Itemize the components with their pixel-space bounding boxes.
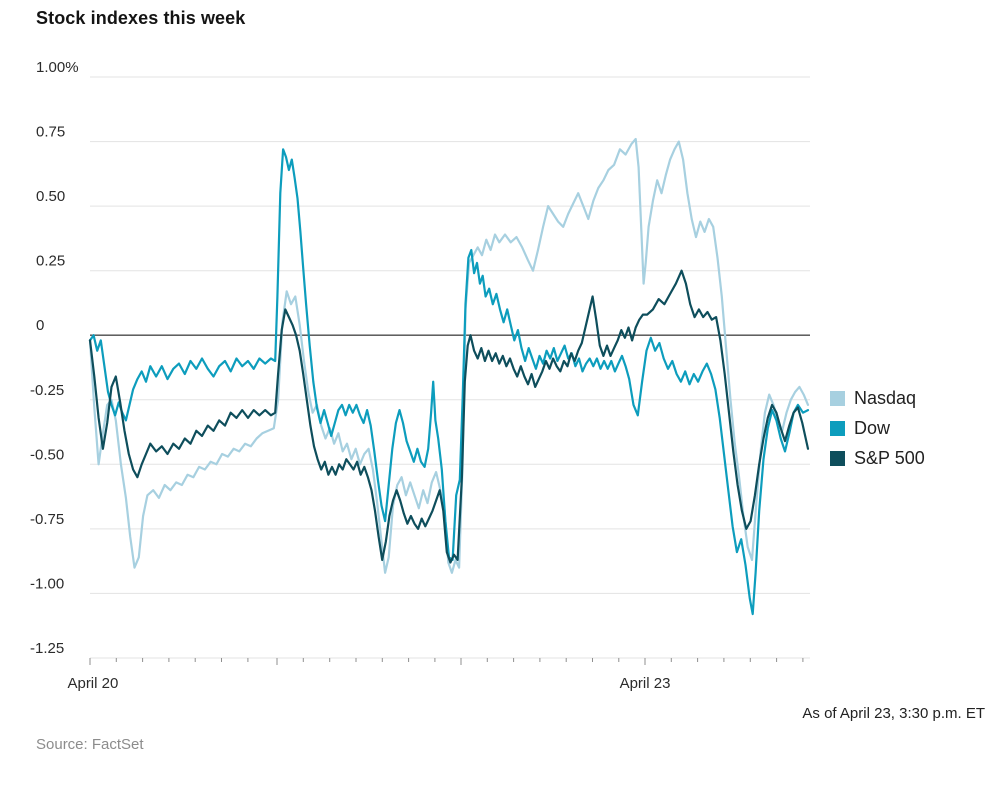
legend-label-nasdaq: Nasdaq — [854, 388, 917, 408]
svg-text:April 23: April 23 — [620, 675, 671, 692]
chart-title: Stock indexes this week — [36, 8, 246, 28]
legend-item-sp500: S&P 500 — [830, 449, 925, 467]
dow-swatch-icon — [830, 420, 845, 436]
source-attribution: Source: FactSet — [36, 736, 144, 753]
svg-text:0.50: 0.50 — [36, 188, 65, 205]
svg-text:-0.50: -0.50 — [30, 446, 64, 463]
svg-text:-0.25: -0.25 — [30, 382, 64, 399]
legend-label-dow: Dow — [854, 418, 891, 438]
svg-text:-0.75: -0.75 — [30, 511, 64, 528]
legend-label-sp500: S&P 500 — [854, 448, 925, 468]
svg-text:0.75: 0.75 — [36, 124, 65, 141]
legend: Nasdaq Dow S&P 500 — [830, 389, 925, 467]
as-of-timestamp: As of April 23, 3:30 p.m. ET — [802, 705, 985, 722]
legend-item-dow: Dow — [830, 419, 925, 437]
svg-text:0.25: 0.25 — [36, 253, 65, 270]
svg-text:0: 0 — [36, 317, 44, 334]
svg-text:-1.25: -1.25 — [30, 640, 64, 657]
legend-item-nasdaq: Nasdaq — [830, 389, 925, 407]
svg-text:1.00%: 1.00% — [36, 59, 79, 76]
svg-text:April 20: April 20 — [67, 675, 118, 692]
svg-text:-1.00: -1.00 — [30, 575, 64, 592]
sp500-swatch-icon — [830, 450, 845, 466]
nasdaq-swatch-icon — [830, 390, 845, 406]
